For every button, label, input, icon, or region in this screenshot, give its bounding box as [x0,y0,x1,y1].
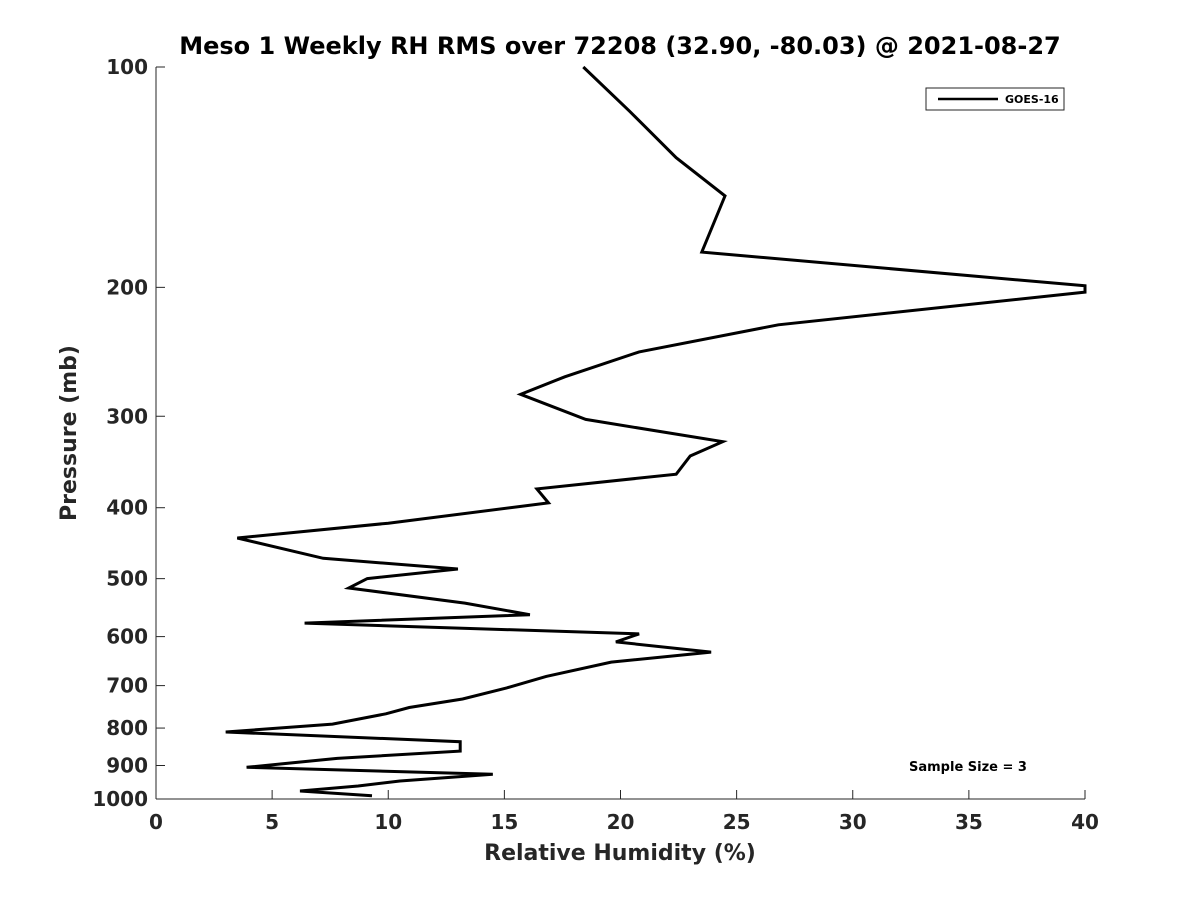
x-tick-label: 5 [265,810,279,834]
axis-ticks [155,66,1086,800]
x-tick-label: 10 [374,810,402,834]
y-axis-label: Pressure (mb) [57,345,82,521]
y-tick-label: 700 [106,674,148,698]
y-tick-labels: 100 200 300 400 500 600 700 800 900 1000 [92,55,148,811]
x-tick-label: 35 [955,810,983,834]
legend-label-goes-16: GOES-16 [1005,93,1059,106]
y-tick-label: 500 [106,567,148,591]
x-tick-label: 30 [839,810,867,834]
x-tick-label: 40 [1071,810,1099,834]
plot-area [156,67,1085,799]
x-tick-label: 20 [607,810,635,834]
y-tick-label: 1000 [92,787,148,811]
y-tick-label: 200 [106,275,148,299]
y-tick-label: 400 [106,496,148,520]
y-tick-label: 100 [106,55,148,79]
x-tick-label: 0 [149,810,163,834]
sample-size-annotation: Sample Size = 3 [909,760,1027,775]
series-line-goes-16 [225,65,1087,798]
y-tick-label: 300 [106,404,148,428]
series-layer [225,65,1087,798]
x-axis-label: Relative Humidity (%) [484,841,756,866]
y-tick-label: 900 [106,754,148,778]
y-tick-label: 800 [106,716,148,740]
y-tick-label: 600 [106,625,148,649]
chart-title: Meso 1 Weekly RH RMS over 72208 (32.90, … [179,32,1061,60]
x-tick-labels: 0 5 10 15 20 25 30 35 40 [149,810,1099,834]
legend: GOES-16 [925,87,1065,111]
x-tick-label: 25 [723,810,751,834]
x-tick-label: 15 [490,810,518,834]
